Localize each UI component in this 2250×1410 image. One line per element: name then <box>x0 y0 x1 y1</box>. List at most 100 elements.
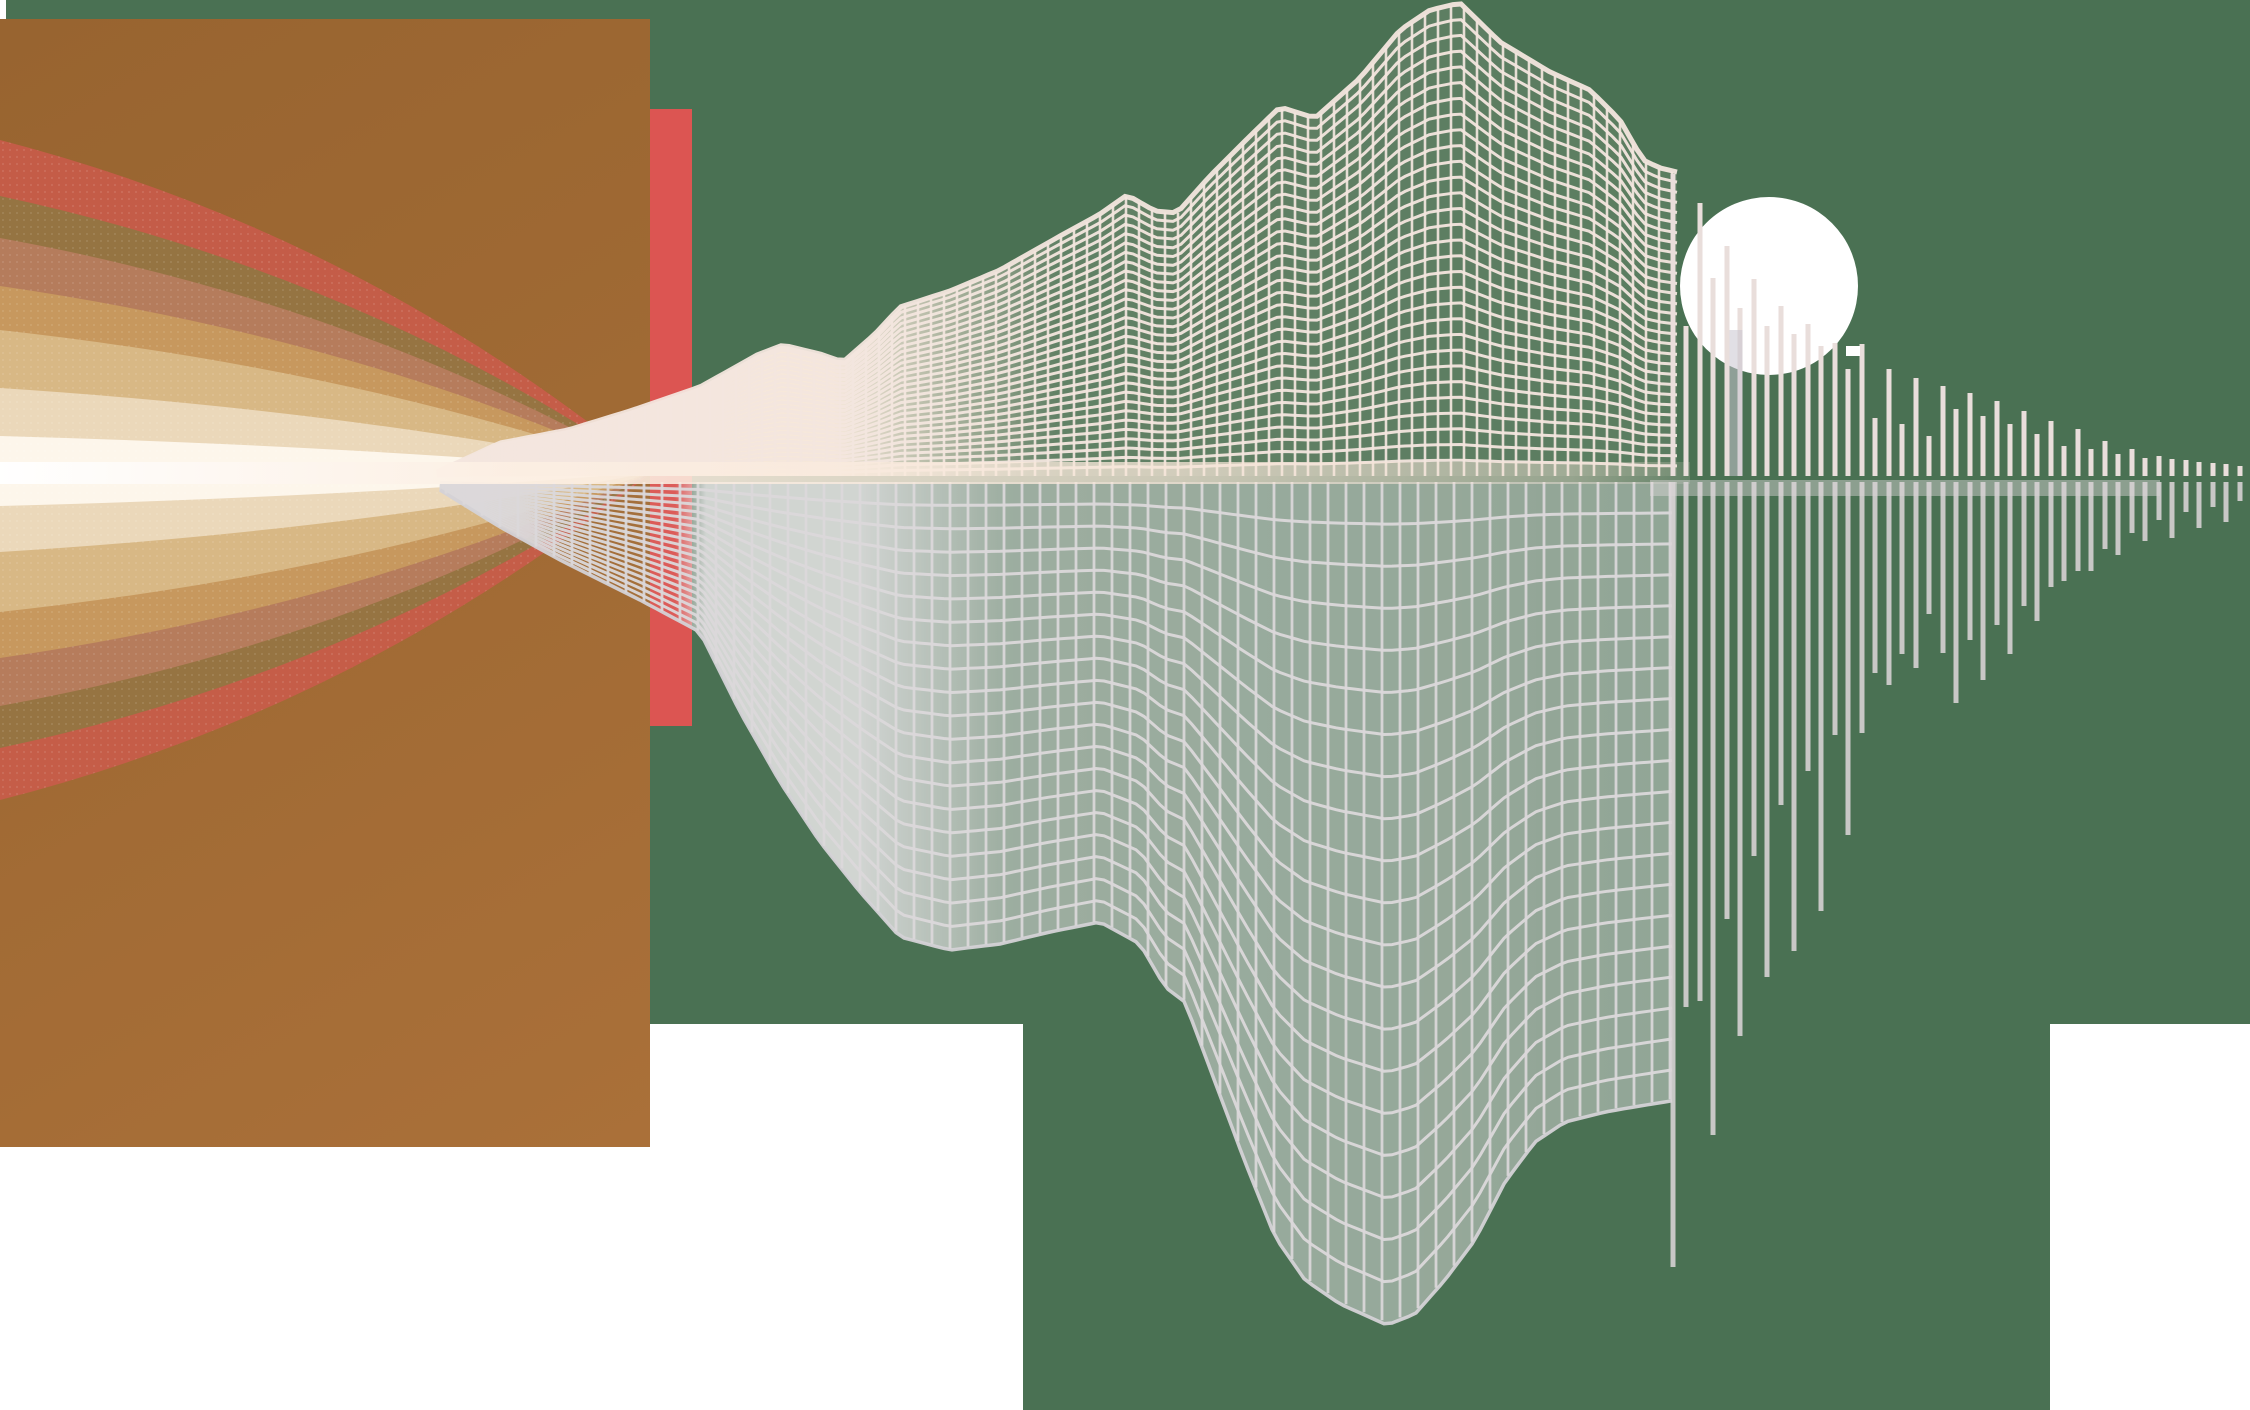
bars-baseline <box>1650 480 2160 496</box>
bar-upper <box>1670 174 1676 476</box>
mountain-row <box>436 191 1678 476</box>
bar-reflection <box>1832 482 1838 735</box>
bar-reflection <box>2169 482 2175 538</box>
bar-reflection <box>2223 482 2229 522</box>
bar-reflection <box>1980 482 1986 680</box>
mountain-row <box>436 269 1678 476</box>
mountain-row <box>436 96 1678 475</box>
bar-reflection <box>1751 482 1757 856</box>
bar-upper <box>1778 306 1784 476</box>
mountain-row <box>436 175 1678 475</box>
waveform-bars <box>1670 174 2243 1267</box>
horizon-glow <box>0 462 1690 484</box>
bar-reflection <box>1818 482 1824 911</box>
bar-tick-mark <box>1846 346 1860 356</box>
bar-upper <box>1710 278 1716 476</box>
mountain-row <box>436 222 1678 476</box>
bar-upper <box>1953 409 1959 476</box>
bar-upper <box>1859 344 1865 476</box>
mountain-row <box>436 238 1678 476</box>
bar-upper <box>1980 416 1986 476</box>
bar-reflection <box>1926 482 1932 614</box>
mountain-row <box>436 348 1678 477</box>
bar-reflection <box>1886 482 1892 685</box>
bar-reflection <box>1953 482 1959 703</box>
bar-reflection <box>2142 482 2148 541</box>
bar-reflection <box>2183 482 2189 512</box>
bar-reflection <box>2075 482 2081 571</box>
bar-reflection <box>2196 482 2202 528</box>
bar-accent <box>1729 330 1743 476</box>
bar-upper <box>1913 378 1919 476</box>
bar-reflection <box>1845 482 1851 835</box>
bar-upper <box>2007 424 2013 476</box>
bar-reflection <box>1791 482 1797 951</box>
bar-reflection <box>2102 482 2108 549</box>
bar-upper <box>1751 279 1757 476</box>
bar-upper <box>2142 458 2148 476</box>
bar-upper <box>1886 369 1892 476</box>
bar-reflection <box>2034 482 2040 621</box>
mountain-row <box>436 332 1678 477</box>
bar-upper <box>1818 346 1824 476</box>
bar-reflection <box>1967 482 1973 640</box>
bar-upper <box>1940 386 1946 476</box>
mountain-row <box>436 144 1678 475</box>
mountain-row <box>436 364 1678 477</box>
bar-upper <box>1832 343 1838 476</box>
bar-reflection <box>2156 482 2162 520</box>
bar-upper <box>2115 454 2121 476</box>
bar-upper <box>2048 421 2054 476</box>
bar-reflection <box>2088 482 2094 571</box>
mountain-row <box>436 159 1678 475</box>
bar-upper <box>2129 449 2135 476</box>
bar-upper <box>2237 466 2243 476</box>
bar-reflection <box>2048 482 2054 587</box>
bar-reflection <box>2061 482 2067 581</box>
bar-reflection <box>2210 482 2216 507</box>
mountain-row <box>436 128 1678 475</box>
bar-reflection <box>1670 482 1676 1267</box>
bar-reflection <box>1872 482 1878 673</box>
bar-upper <box>1697 203 1703 476</box>
bar-reflection <box>1805 482 1811 771</box>
bar-upper <box>1967 393 1973 476</box>
bar-upper <box>2196 462 2202 476</box>
bar-upper <box>1683 326 1689 476</box>
bar-upper <box>2034 434 2040 476</box>
bar-upper <box>1805 324 1811 476</box>
bar-reflection <box>2115 482 2121 555</box>
bar-reflection <box>1899 482 1905 654</box>
bar-reflection <box>1778 482 1784 805</box>
horizon-band <box>0 462 2160 496</box>
bar-upper <box>1764 326 1770 476</box>
bar-upper <box>2169 459 2175 476</box>
bar-upper <box>2183 460 2189 476</box>
bar-upper <box>2075 429 2081 476</box>
bar-reflection <box>1683 482 1689 1007</box>
bar-upper <box>1724 246 1730 476</box>
bar-upper <box>1994 401 2000 476</box>
mountain-row <box>436 81 1678 475</box>
bar-upper <box>2102 441 2108 476</box>
mountain-row <box>436 65 1678 474</box>
bar-reflection <box>1994 482 2000 625</box>
bar-upper <box>1845 369 1851 476</box>
bar-upper <box>1872 418 1878 476</box>
bar-reflection <box>2021 482 2027 606</box>
mountain-row <box>436 254 1678 476</box>
bar-upper <box>1926 436 1932 476</box>
mesh-reflection <box>439 480 1677 1326</box>
mountain-row <box>436 285 1678 476</box>
bar-reflection <box>2007 482 2013 654</box>
bar-upper <box>2223 464 2229 476</box>
bar-upper <box>1791 334 1797 476</box>
bar-upper <box>1899 424 1905 476</box>
bar-upper <box>2210 463 2216 476</box>
mountain-row <box>436 206 1678 476</box>
bar-reflection <box>1913 482 1919 668</box>
bar-reflection <box>1724 482 1730 919</box>
mountain-ridge-line <box>435 1 1678 475</box>
